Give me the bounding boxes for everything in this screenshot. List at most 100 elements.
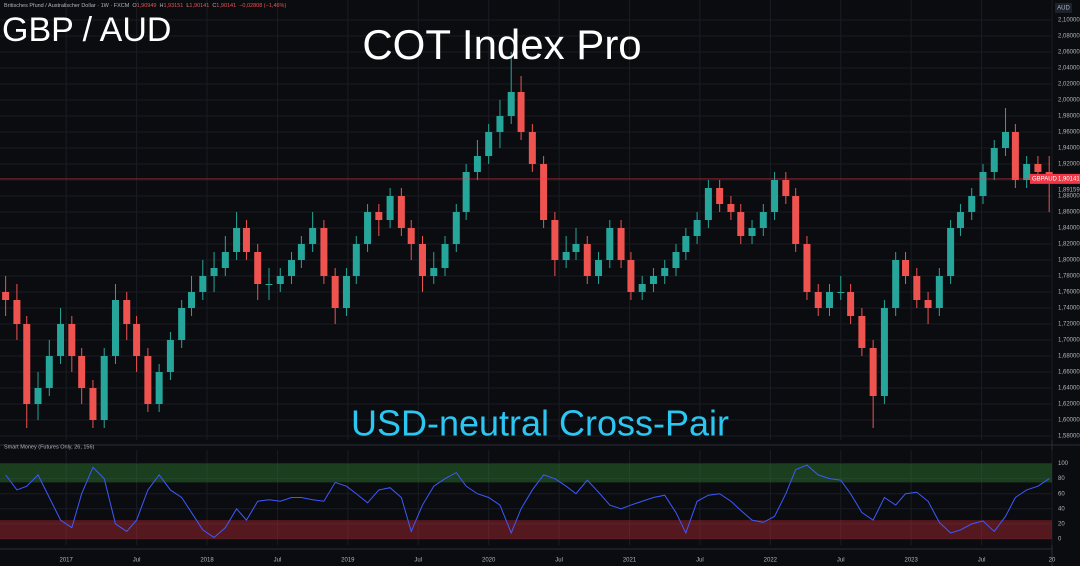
candle-body	[242, 228, 250, 252]
x-tick-label: 2018	[200, 558, 214, 564]
candle-body	[452, 212, 460, 244]
y-tick-label: 0	[1058, 537, 1062, 543]
candle-body	[627, 260, 635, 292]
candle-body	[430, 268, 438, 276]
candle-body	[924, 300, 932, 308]
last-price-symbol: GBPAUD	[1032, 176, 1058, 182]
candle-body	[496, 116, 504, 132]
candle-body	[155, 372, 163, 404]
candle-body	[979, 172, 987, 196]
candle-body	[880, 308, 888, 396]
candle-body	[771, 180, 779, 212]
candle-body	[837, 292, 845, 293]
candle-body	[693, 220, 701, 236]
candle-body	[507, 92, 515, 116]
grid	[0, 0, 1053, 545]
candle-body	[297, 244, 305, 260]
candle-body	[682, 236, 690, 252]
candle-body	[34, 388, 42, 404]
candle-body	[1011, 132, 1019, 180]
y-tick-label: 60	[1058, 491, 1065, 497]
candle-body	[276, 276, 284, 284]
candle-body	[562, 252, 570, 260]
candle-body	[111, 300, 119, 356]
candle-body	[397, 196, 405, 228]
candle-body	[462, 172, 470, 212]
x-tick-label: Jul	[133, 558, 141, 564]
candle-body	[441, 244, 449, 268]
ohlc-key: H	[159, 3, 163, 9]
candle-body	[309, 228, 317, 244]
x-tick-label: Jul	[414, 558, 422, 564]
candle-body	[990, 148, 998, 172]
candle-body	[617, 228, 625, 260]
y-tick-label: 20	[1058, 521, 1065, 527]
ohlc-key: C	[212, 3, 216, 9]
candle-body	[869, 348, 877, 396]
candle-body	[320, 228, 328, 276]
candle-body	[814, 292, 822, 308]
candle-body	[23, 324, 31, 404]
candle-body	[858, 316, 866, 348]
labels: Britisches Pfund / Australischer Dollar …	[2, 3, 1080, 564]
candle-body	[595, 260, 603, 276]
candle-body	[68, 324, 76, 356]
candle-body	[727, 204, 735, 212]
candle-body	[606, 228, 614, 260]
candle-body	[13, 300, 21, 324]
candle-body	[210, 268, 218, 276]
candle-body	[825, 292, 833, 308]
x-tick-label: 2021	[623, 558, 637, 564]
candle-body	[178, 308, 186, 340]
y-tick-label: 1,68000	[1058, 354, 1080, 360]
y-tick-label: 1,78000	[1058, 274, 1080, 280]
candle-body	[803, 244, 811, 292]
candle-body	[418, 244, 426, 276]
indicator-line	[5, 464, 1050, 539]
zone	[0, 520, 1052, 539]
x-tick-label: Jul	[555, 558, 563, 564]
indicator-title: Smart Money (Futures Only, 26, 156)	[4, 444, 95, 450]
y-tick-label: 1,98000	[1058, 114, 1080, 120]
candle-body	[199, 276, 207, 292]
y-tick-label: 2,06000	[1058, 50, 1080, 56]
candle-body	[188, 292, 196, 308]
candle-body	[331, 276, 339, 308]
x-tick-label: Jul	[837, 558, 845, 564]
y-tick-label: 1,92000	[1058, 162, 1080, 168]
y-tick-label: 1,84000	[1058, 226, 1080, 232]
ohlc-value: 1,90141	[216, 3, 236, 9]
y-tick-label: 80	[1058, 476, 1065, 482]
candle-body	[551, 220, 559, 260]
y-tick-label: 2,08000	[1058, 34, 1080, 40]
candle-body	[375, 212, 383, 220]
ohlc-change: −0,02808 (−1,46%)	[239, 3, 286, 9]
y-tick-label: 100	[1058, 461, 1069, 467]
candle-body	[902, 260, 910, 276]
header: Britisches Pfund / Australischer Dollar …	[4, 3, 286, 9]
x-tick-label: Jul	[274, 558, 282, 564]
y-tick-label: 1,60000	[1058, 418, 1080, 424]
candle-body	[528, 132, 536, 164]
candle-body	[485, 132, 493, 156]
y-tick-label: 1,72000	[1058, 322, 1080, 328]
x-tick-label: 2022	[764, 558, 778, 564]
chart-title: COT Index Pro	[362, 21, 641, 68]
y-tick-label: 1,94000	[1058, 146, 1080, 152]
y-tick-label: 2,02000	[1058, 82, 1080, 88]
x-tick-label: 20	[1049, 558, 1056, 564]
y-tick-label: 2,10000	[1058, 18, 1080, 24]
y-tick-label: 2,00000	[1058, 98, 1080, 104]
candle-body	[638, 284, 646, 292]
candle-body	[737, 212, 745, 236]
candle-body	[473, 156, 481, 172]
y-tick-label: 1,76000	[1058, 290, 1080, 296]
marks	[0, 52, 1053, 539]
candle-body	[716, 188, 724, 204]
candle-body	[1002, 132, 1010, 148]
candle-body	[233, 228, 241, 252]
y-tick-label: 1,66000	[1058, 370, 1080, 376]
